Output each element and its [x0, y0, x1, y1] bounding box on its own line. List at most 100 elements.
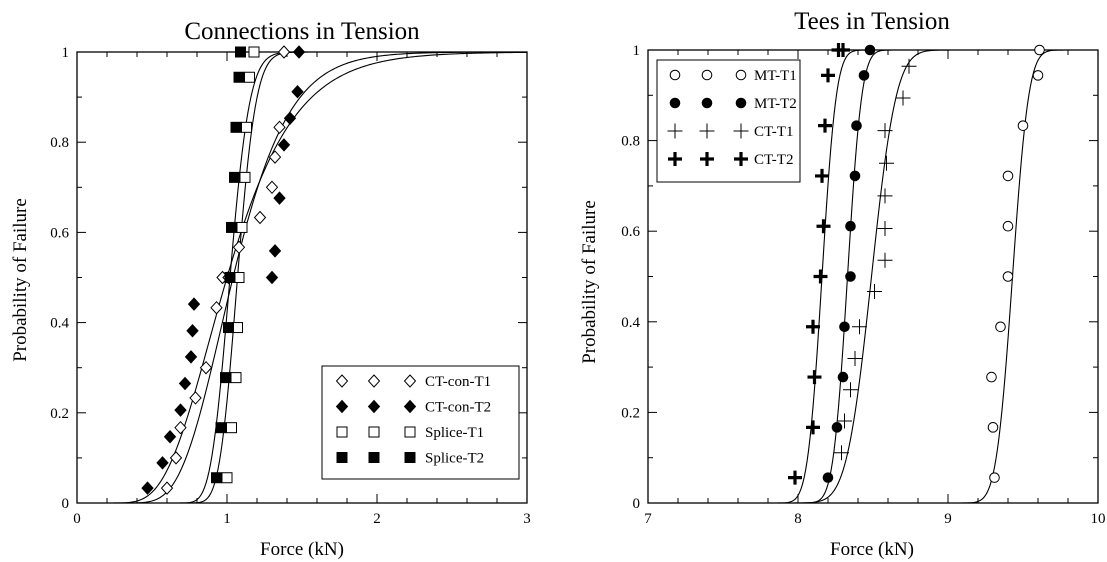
- legend-label: MT-T1: [754, 68, 797, 84]
- y-tick-label: 0: [62, 496, 70, 512]
- y-tick-label: 1: [62, 45, 70, 61]
- data-point: [852, 319, 867, 335]
- legend-marker: [336, 452, 348, 463]
- data-point: [822, 472, 834, 483]
- data-point: [806, 319, 820, 334]
- y-tick-label: 1: [633, 43, 641, 59]
- legend: CT-con-T1 CT-con-T2 Splice-T1 Splice-T2: [321, 365, 520, 480]
- data-point: [806, 420, 820, 435]
- data-point: [230, 121, 242, 133]
- legend-marker: [699, 123, 715, 139]
- data-point: [232, 240, 246, 255]
- data-point: [211, 472, 222, 484]
- legend-label: Splice-T2: [425, 451, 484, 467]
- data-point: [986, 371, 997, 383]
- legend-marker: [700, 152, 714, 166]
- x-tick-label: 7: [644, 511, 652, 527]
- y-tick-label: 0.8: [50, 135, 69, 151]
- tick-labels: 7 8 9 10 0 0.2 0.4 0.6 0.8 1: [621, 43, 1105, 527]
- y-tick-label: 0.2: [50, 406, 69, 422]
- data-point: [265, 180, 279, 195]
- data-point: [845, 220, 856, 232]
- data-point: [277, 45, 291, 59]
- legend-entry: Splice-T2: [336, 451, 484, 467]
- legend-label: CT-con-T2: [425, 400, 491, 416]
- x-tick-label: 9: [944, 511, 952, 527]
- data-point: [169, 451, 183, 465]
- data-point: [1032, 70, 1044, 81]
- data-point: [268, 150, 282, 164]
- y-axis-label: Probability of Failure: [579, 200, 600, 364]
- legend-marker: [404, 452, 416, 463]
- legend-entry: MT-T1: [669, 68, 797, 84]
- data-point: [226, 422, 237, 434]
- data-point: [236, 221, 248, 233]
- data-point: [839, 321, 850, 333]
- data-point: [229, 171, 240, 183]
- tees-chart: Tees in Tension Force (kN) Probability o…: [579, 8, 1106, 560]
- data-point: [291, 84, 304, 99]
- series-ct-con-t2: [141, 45, 306, 495]
- series-splice-t1: [221, 46, 260, 484]
- x-tick-label: 3: [523, 511, 531, 527]
- legend-marker: [335, 399, 349, 414]
- legend-entry: CT-T2: [668, 152, 793, 168]
- legend-marker: [336, 426, 348, 438]
- legend-marker: [733, 123, 749, 139]
- data-point: [847, 350, 863, 366]
- legend-marker: [667, 123, 683, 139]
- legend-marker: [669, 69, 681, 81]
- legend-marker: [368, 452, 380, 463]
- x-tick-label: 10: [1091, 511, 1106, 527]
- legend-marker: [367, 399, 381, 414]
- data-point: [187, 297, 201, 311]
- data-point: [273, 120, 286, 135]
- data-point: [987, 422, 999, 433]
- data-point: [268, 244, 282, 258]
- data-point: [230, 372, 242, 384]
- series-mt-t2: [822, 44, 876, 483]
- data-point: [244, 71, 255, 83]
- data-point: [163, 429, 177, 444]
- legend-entry: CT-T1: [667, 123, 793, 140]
- data-point: [1002, 271, 1014, 282]
- data-point: [867, 283, 882, 299]
- y-tick-label: 0.8: [621, 134, 640, 150]
- data-point: [858, 70, 870, 81]
- y-tick-label: 0.2: [621, 405, 640, 421]
- legend-marker: [735, 69, 747, 81]
- data-point: [1002, 220, 1014, 232]
- x-tick-label: 2: [373, 511, 381, 527]
- data-point: [210, 300, 223, 315]
- x-tick-label: 0: [73, 511, 81, 527]
- data-point: [831, 422, 843, 433]
- data-point: [836, 43, 850, 57]
- legend-marker: [669, 97, 681, 109]
- series-ct-t1: [834, 58, 917, 461]
- legend-entry: Splice-T1: [336, 425, 484, 441]
- data-points: [788, 43, 1045, 485]
- data-point: [995, 321, 1006, 333]
- series-splice-t2: [211, 46, 246, 484]
- y-tick-label: 0.6: [621, 224, 640, 240]
- legend-marker: [735, 97, 747, 109]
- data-point: [292, 45, 306, 59]
- data-point: [807, 370, 822, 385]
- chart-title: Connections in Tension: [184, 18, 420, 45]
- data-point: [174, 420, 187, 435]
- legend-entry: MT-T2: [669, 96, 797, 112]
- data-point: [184, 350, 198, 364]
- data-point: [186, 323, 199, 338]
- y-tick-label: 0: [633, 496, 641, 512]
- data-point: [277, 138, 291, 152]
- fit-curve-ct-con-t1: [77, 51, 528, 504]
- data-point: [283, 111, 297, 126]
- legend-entry: CT-con-T1: [335, 374, 491, 390]
- y-axis-label: Probability of Failure: [10, 198, 31, 362]
- data-point: [239, 171, 251, 183]
- data-point: [877, 188, 893, 204]
- data-point: [215, 422, 227, 434]
- data-point: [877, 220, 893, 236]
- series-mt-t1: [986, 44, 1045, 483]
